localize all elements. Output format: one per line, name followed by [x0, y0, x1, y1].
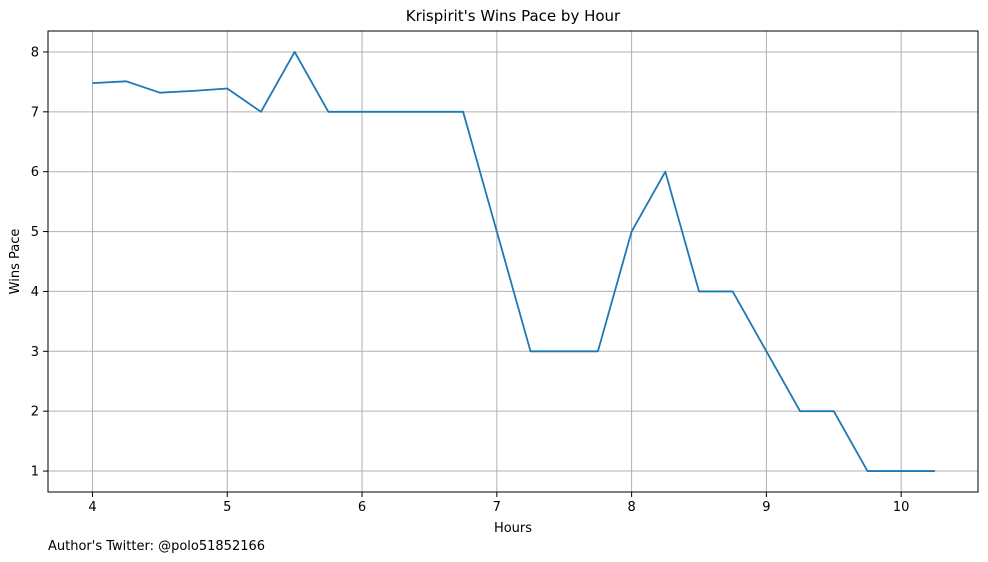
x-tick-label: 10 [893, 500, 910, 515]
series-layer [92, 51, 935, 472]
x-tick-label: 7 [493, 500, 501, 515]
x-tick-label: 5 [223, 500, 231, 515]
ticks: 4 5 6 7 8 9 10 1 2 3 4 5 6 7 8 [31, 45, 910, 515]
x-tick-label: 9 [762, 500, 770, 515]
y-tick-label: 1 [31, 465, 39, 480]
y-axis-label: Wins Pace [8, 229, 23, 295]
grid [48, 31, 978, 492]
y-tick-label: 8 [31, 45, 39, 60]
x-tick-label: 6 [358, 500, 366, 515]
x-tick-label: 8 [627, 500, 635, 515]
y-tick-label: 3 [31, 345, 39, 360]
y-tick-label: 4 [31, 285, 39, 300]
y-tick-label: 6 [31, 165, 39, 180]
x-axis-label: Hours [494, 521, 532, 536]
author-twitter-footnote: Author's Twitter: @polo51852166 [48, 539, 265, 554]
y-tick-label: 7 [31, 105, 39, 120]
chart-title: Krispirit's Wins Pace by Hour [406, 7, 621, 25]
wins-pace-line [92, 51, 935, 472]
x-tick-label: 4 [88, 500, 96, 515]
plot-frame [47, 30, 979, 493]
y-tick-label: 5 [31, 225, 39, 240]
y-tick-label: 2 [31, 405, 39, 420]
